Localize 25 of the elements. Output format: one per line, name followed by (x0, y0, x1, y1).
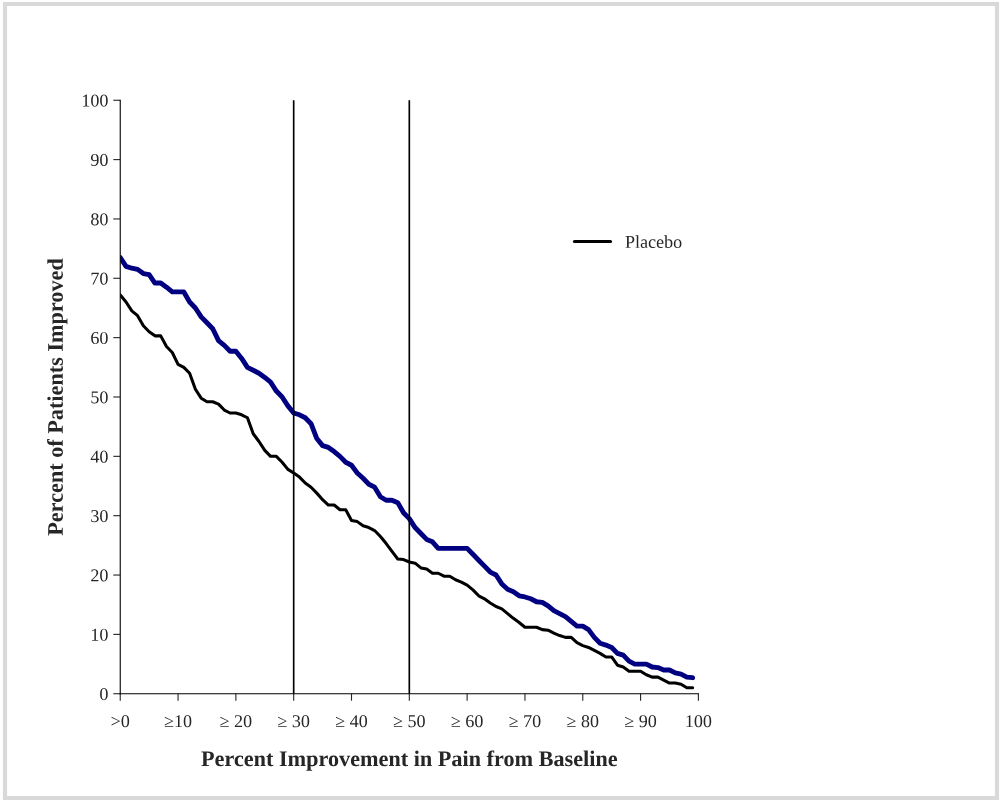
x-tick-label: ≥10 (164, 715, 192, 728)
x-tick-label: ≥ 50 (393, 715, 425, 728)
legend-label: Placebo (625, 235, 682, 249)
y-axis-title: Percent of Patients Improved (47, 258, 68, 536)
y-tick-label: 0 (100, 687, 108, 701)
y-tick-label: 70 (91, 272, 108, 285)
y-tick-label: 30 (91, 509, 108, 523)
x-tick-label: ≥ 90 (625, 715, 657, 728)
x-tick-label: >0 (111, 715, 130, 728)
x-tick-label: ≥ 80 (567, 715, 599, 728)
x-axis-title: Percent Improvement in Pain from Baseline (201, 750, 618, 771)
y-tick-label: 50 (91, 391, 108, 404)
x-tick-label: ≥ 20 (220, 715, 252, 728)
x-tick-label: ≥ 30 (278, 715, 310, 728)
x-tick-label: 100 (686, 715, 712, 728)
y-tick-label: 60 (91, 331, 108, 345)
y-tick-label: 90 (90, 153, 108, 167)
y-tick-label: 40 (90, 450, 108, 463)
x-tick-label: ≥ 70 (509, 715, 541, 728)
x-tick-label: ≥ 40 (336, 715, 368, 728)
y-tick-label: 10 (91, 628, 108, 641)
y-tick-label: 80 (91, 213, 108, 226)
x-tick-label: ≥ 60 (451, 715, 483, 728)
y-tick-label: 100 (82, 94, 108, 107)
y-tick-label: 20 (91, 569, 108, 582)
